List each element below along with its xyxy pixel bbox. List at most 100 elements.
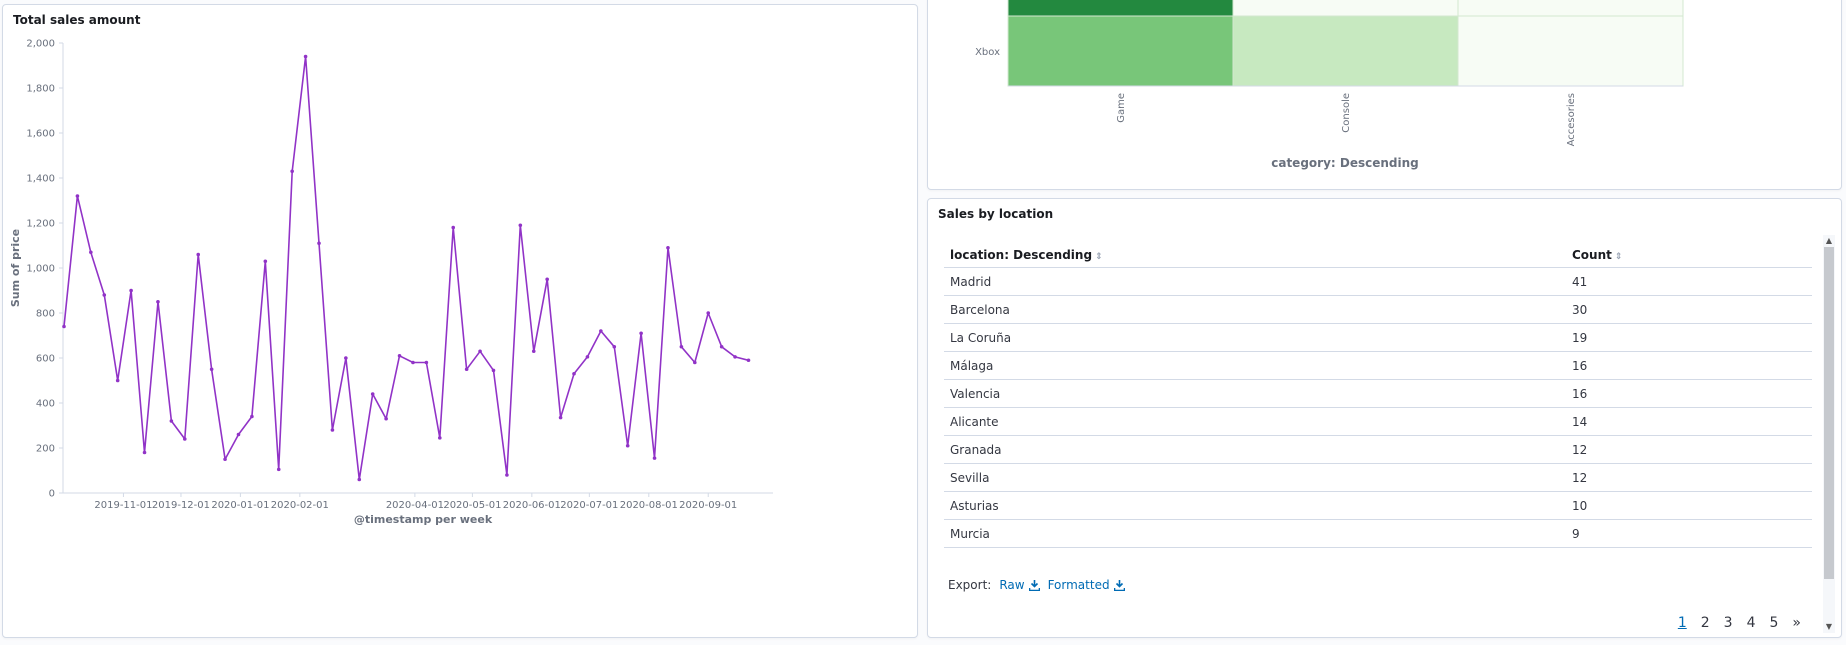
y-tick-label: 600 [36, 354, 55, 365]
vertical-scrollbar[interactable]: ▲ ▼ [1823, 235, 1835, 633]
cell-count: 19 [1572, 330, 1588, 345]
heat-col-label-game: Game [1116, 93, 1127, 123]
page-3-button[interactable]: 3 [1723, 615, 1733, 631]
y-tick-label: 1,200 [26, 219, 55, 230]
cell-count: 41 [1572, 274, 1588, 289]
table-row: Granada 12 [944, 436, 1812, 464]
data-point [545, 277, 549, 282]
data-point [397, 353, 402, 358]
cell-count: 30 [1572, 302, 1588, 317]
sort-icon[interactable]: ⇕ [1095, 252, 1103, 262]
cell-location: Granada [950, 442, 1002, 457]
table-header: location: Descending ⇕ Count ⇕ [944, 243, 1812, 268]
line-chart-panel: Total sales amount 0 200 400 600 800 1,000 1,2… [2, 4, 918, 638]
data-point [156, 299, 160, 304]
table-body: Madrid 41 Barcelona 30 La Coruña 19 Málaga 16 Va… [944, 268, 1812, 548]
data-point [317, 241, 321, 246]
table-panel: Sales by location location: Descending ⇕ … [927, 198, 1842, 638]
x-tick-label: 2020-01-01 [211, 500, 269, 511]
heat-cell-top-console [1232, 0, 1459, 17]
export-bar: Export: Raw Formatted [948, 578, 1125, 592]
column-header-count[interactable]: Count ⇕ [1572, 248, 1623, 262]
data-point [344, 356, 348, 360]
data-point [478, 349, 482, 354]
data-point [424, 360, 429, 365]
data-point [625, 443, 630, 448]
x-tick-label: 2020-07-01 [560, 500, 618, 511]
page-5-button[interactable]: 5 [1769, 615, 1779, 631]
data-point [303, 54, 308, 59]
data-point [585, 355, 590, 359]
x-tick-label: 2020-04-01 [386, 500, 444, 511]
table-row: Madrid 41 [944, 268, 1812, 296]
data-point [142, 450, 147, 455]
data-point [62, 324, 66, 329]
data-point [357, 477, 362, 482]
cell-location: Sevilla [950, 470, 990, 485]
x-tick-label: 2019-12-01 [152, 500, 210, 511]
y-tick-label: 200 [36, 444, 55, 455]
data-point [236, 432, 241, 437]
y-tick-label: 1,000 [26, 264, 55, 275]
data-point [263, 259, 268, 264]
x-tick-label: 2020-02-01 [271, 500, 329, 511]
data-point [599, 329, 603, 333]
scroll-down-icon[interactable]: ▼ [1825, 622, 1833, 631]
data-point [330, 428, 335, 432]
export-formatted-link[interactable]: Formatted [1048, 578, 1125, 592]
data-point [706, 311, 711, 315]
data-point [666, 245, 670, 250]
scroll-thumb[interactable] [1824, 247, 1834, 579]
line-chart[interactable]: 0 200 400 600 800 1,000 1,200 1,400 1,600 1,800 2,… [3, 5, 917, 637]
cell-location: Valencia [950, 386, 1001, 401]
table-row: Murcia 9 [944, 520, 1812, 548]
data-point [250, 414, 254, 419]
heat-cell-xbox-game [1007, 15, 1234, 87]
data-point [491, 368, 496, 373]
cell-location: Murcia [950, 526, 990, 541]
export-raw-link[interactable]: Raw [999, 578, 1040, 592]
y-tick-label: 2,000 [26, 39, 55, 50]
x-tick-label: 2020-05-01 [443, 500, 501, 511]
sort-icon[interactable]: ⇕ [1614, 252, 1623, 262]
cell-location: Barcelona [950, 302, 1010, 317]
table-row: Valencia 16 [944, 380, 1812, 408]
y-tick-label: 1,600 [26, 129, 55, 140]
data-point [438, 436, 442, 440]
data-point [196, 252, 201, 257]
heat-axis-title: category: Descending [1271, 156, 1419, 170]
data-point [693, 360, 697, 365]
y-tick-label: 400 [36, 399, 55, 410]
heat-cell-top-game [1007, 0, 1234, 17]
data-point [558, 415, 563, 420]
cell-location: La Coruña [950, 330, 1012, 345]
data-point [75, 194, 80, 198]
table-row: Málaga 16 [944, 352, 1812, 380]
table-row: La Coruña 19 [944, 324, 1812, 352]
data-point [129, 288, 133, 293]
data-point [612, 344, 617, 349]
data-point [223, 457, 227, 462]
page-4-button[interactable]: 4 [1746, 615, 1756, 631]
panel-title: Sales by location [938, 207, 1054, 221]
cell-count: 14 [1572, 414, 1588, 429]
heat-row-label: Xbox [975, 47, 1000, 58]
page-2-button[interactable]: 2 [1700, 615, 1710, 631]
column-header-location[interactable]: location: Descending ⇕ [950, 248, 1103, 262]
next-page-button[interactable]: » [1792, 615, 1801, 631]
y-tick-label: 1,400 [26, 174, 55, 185]
data-point [746, 358, 751, 363]
cell-location: Madrid [950, 274, 992, 289]
data-point [384, 416, 388, 421]
scroll-up-icon[interactable]: ▲ [1825, 236, 1833, 245]
heatmap-chart[interactable]: Xbox Game Console Accesories category: D… [928, 0, 1841, 189]
x-tick-label: 2020-06-01 [503, 500, 561, 511]
data-point [290, 169, 294, 174]
heat-cell-xbox-console [1232, 15, 1459, 87]
cell-location: Asturias [950, 498, 999, 513]
heat-cell-xbox-accesories [1457, 15, 1684, 87]
data-point [505, 473, 509, 477]
y-axis-title: Sum of price [9, 229, 22, 307]
page-1-button[interactable]: 1 [1677, 615, 1687, 631]
cell-location: Alicante [950, 414, 999, 429]
